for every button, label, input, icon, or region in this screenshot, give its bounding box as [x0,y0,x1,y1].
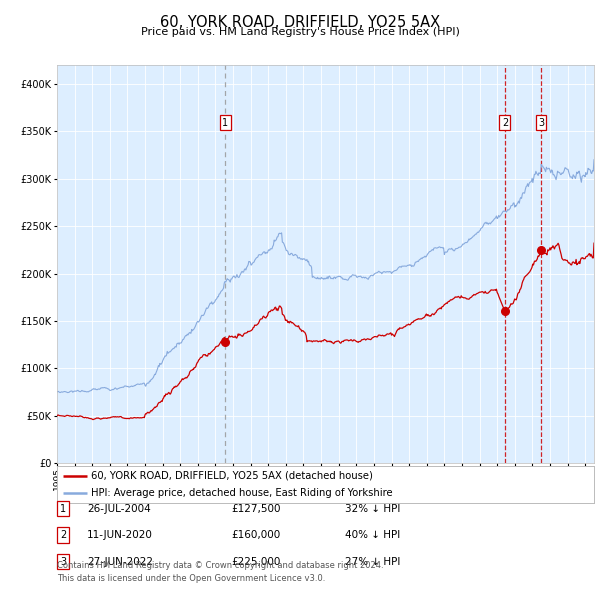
Text: 27-JUN-2022: 27-JUN-2022 [87,557,153,566]
Text: 27% ↓ HPI: 27% ↓ HPI [345,557,400,566]
Text: 1: 1 [223,117,229,127]
Text: £127,500: £127,500 [231,504,281,513]
Text: Contains HM Land Registry data © Crown copyright and database right 2024.
This d: Contains HM Land Registry data © Crown c… [57,562,383,583]
Text: Price paid vs. HM Land Registry's House Price Index (HPI): Price paid vs. HM Land Registry's House … [140,27,460,37]
Text: 26-JUL-2004: 26-JUL-2004 [87,504,151,513]
Text: 3: 3 [60,557,66,566]
Text: 11-JUN-2020: 11-JUN-2020 [87,530,153,540]
Text: 2: 2 [502,117,508,127]
Text: HPI: Average price, detached house, East Riding of Yorkshire: HPI: Average price, detached house, East… [91,488,392,497]
Text: 60, YORK ROAD, DRIFFIELD, YO25 5AX: 60, YORK ROAD, DRIFFIELD, YO25 5AX [160,15,440,30]
Text: £160,000: £160,000 [231,530,280,540]
Text: 40% ↓ HPI: 40% ↓ HPI [345,530,400,540]
Text: 60, YORK ROAD, DRIFFIELD, YO25 5AX (detached house): 60, YORK ROAD, DRIFFIELD, YO25 5AX (deta… [91,471,373,480]
Text: 2: 2 [60,530,66,540]
Text: £225,000: £225,000 [231,557,280,566]
Text: 1: 1 [60,504,66,513]
Text: 3: 3 [538,117,544,127]
Text: 32% ↓ HPI: 32% ↓ HPI [345,504,400,513]
